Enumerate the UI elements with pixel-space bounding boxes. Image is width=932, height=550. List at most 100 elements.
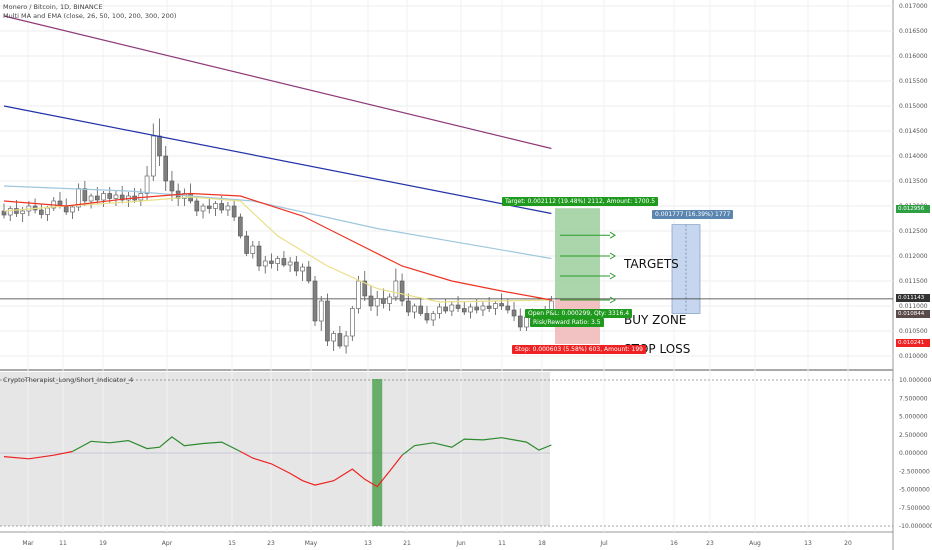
price-tick-label: 0.013500 (899, 178, 928, 185)
price-tick-label: 0.014000 (899, 153, 928, 160)
time-tick-label: 19 (99, 540, 107, 547)
time-tick-label: 18 (538, 540, 546, 547)
chart-header: Monero / Bitcoin, 1D, BINANCE Multi MA a… (3, 3, 176, 21)
ma-300-line (3, 15, 552, 150)
oscillator-tick-label: -10.000000 (899, 523, 932, 530)
candle-body (387, 296, 392, 304)
price-tag-target: 0.012956 (896, 205, 930, 213)
oscillator-tick-label: 0.000000 (899, 450, 928, 457)
candle-body (337, 333, 343, 347)
stop-tag: Stop: 0.000603 (5.58%) 603, Amount: 199 (512, 345, 646, 354)
time-tick-label: Aug (749, 540, 761, 547)
time-tick-label: Jun (455, 540, 466, 547)
candle-body (461, 308, 467, 313)
price-tick-label: 0.011500 (899, 278, 928, 285)
candle-body (225, 205, 231, 211)
price-tick-label: 0.015000 (899, 103, 928, 110)
candle-body (505, 305, 511, 311)
time-tick-label: Jul (599, 540, 608, 547)
time-tick-label: 23 (267, 540, 275, 547)
price-tick-label: 0.015500 (899, 78, 928, 85)
candle-body (393, 280, 399, 298)
candle-body (213, 203, 218, 209)
time-tick-label: 11 (59, 540, 67, 547)
candle-body (157, 135, 162, 157)
time-tick-label: 15 (228, 540, 236, 547)
oscillator-short-line (240, 450, 403, 488)
ma-26-line (3, 196, 552, 303)
candle-body (20, 210, 25, 214)
price-tick-label: 0.012500 (899, 228, 928, 235)
time-tick-label: 13 (364, 540, 372, 547)
target-arrow-head (609, 296, 616, 304)
oscillator-tick-label: -2.500000 (899, 468, 930, 475)
candle-body (256, 245, 262, 267)
target-arrow-head (609, 272, 616, 280)
time-tick-label: 21 (403, 540, 411, 547)
risk-reward-tag: Risk/Reward Ratio: 3.5 (530, 318, 604, 327)
candle-body (119, 194, 125, 201)
ma-200-line (3, 105, 552, 215)
oscillator-short-line (3, 450, 73, 460)
candle-body (362, 280, 368, 297)
time-tick-label: Mar (22, 540, 34, 547)
candle-body (474, 306, 480, 311)
measure-tag: 0.001777 (16.39%) 1777 (652, 210, 734, 219)
target-tag: Target: 0.002112 (19.48%) 2112, Amount: … (502, 197, 659, 206)
candle-body (138, 193, 144, 201)
candle-body (238, 216, 243, 237)
candle-body (101, 193, 106, 201)
candle-body (511, 309, 517, 317)
symbol-title: Monero / Bitcoin, 1D, BINANCE (3, 3, 103, 11)
open-pnl-tag: Open P&L: 0.000299, Qty: 3316.4 (525, 309, 633, 318)
candle-body (269, 260, 274, 264)
candle-body (430, 313, 436, 321)
oscillator-tick-label: -5.000000 (899, 487, 930, 494)
candle-body (14, 208, 19, 214)
indicator-legend: Multi MA and EMA (close, 26, 50, 100, 20… (3, 12, 177, 20)
candle-body (200, 205, 206, 212)
signal-highlight (372, 379, 383, 526)
price-tick-label: 0.010500 (899, 328, 928, 335)
target-zone (555, 208, 600, 299)
oscillator-long-line (72, 436, 241, 453)
candle-body (493, 303, 498, 309)
price-tag-stop: 0.010241 (896, 339, 930, 347)
time-tick-label: 16 (670, 540, 678, 547)
candle-body (206, 205, 212, 209)
candle-body (39, 209, 44, 215)
candle-body (169, 180, 175, 192)
price-tick-label: 0.010000 (899, 353, 928, 360)
candle-body (455, 304, 461, 309)
candle-body (449, 304, 455, 312)
candle-body (368, 295, 374, 307)
candle-body (331, 333, 336, 342)
oscillator-tick-label: 7.500000 (899, 395, 928, 402)
candle-body (1, 210, 7, 216)
price-tick-label: 0.017000 (899, 3, 928, 10)
candle-body (287, 261, 293, 266)
candle-body (405, 300, 411, 313)
candle-body (499, 303, 504, 307)
candle-body (356, 280, 361, 309)
candle-body (524, 316, 529, 328)
candle-body (281, 258, 287, 266)
oscillator-tick-label: 5.000000 (899, 414, 928, 421)
target-arrow-head (609, 231, 616, 239)
candle-body (194, 200, 200, 212)
ma-100-line (3, 185, 552, 260)
candle-body (144, 175, 150, 194)
candle-body (437, 306, 442, 314)
price-tick-label: 0.011000 (899, 303, 928, 310)
oscillator-tick-label: -7.500000 (899, 505, 930, 512)
candle-body (381, 298, 386, 304)
candle-body (219, 203, 224, 211)
candle-body (88, 195, 94, 202)
candle-body (95, 195, 100, 201)
candle-body (480, 305, 486, 311)
ema-50-line (3, 192, 552, 301)
candle-body (107, 193, 113, 199)
candle-body (262, 260, 268, 267)
time-tick-label: Apr (162, 540, 173, 547)
